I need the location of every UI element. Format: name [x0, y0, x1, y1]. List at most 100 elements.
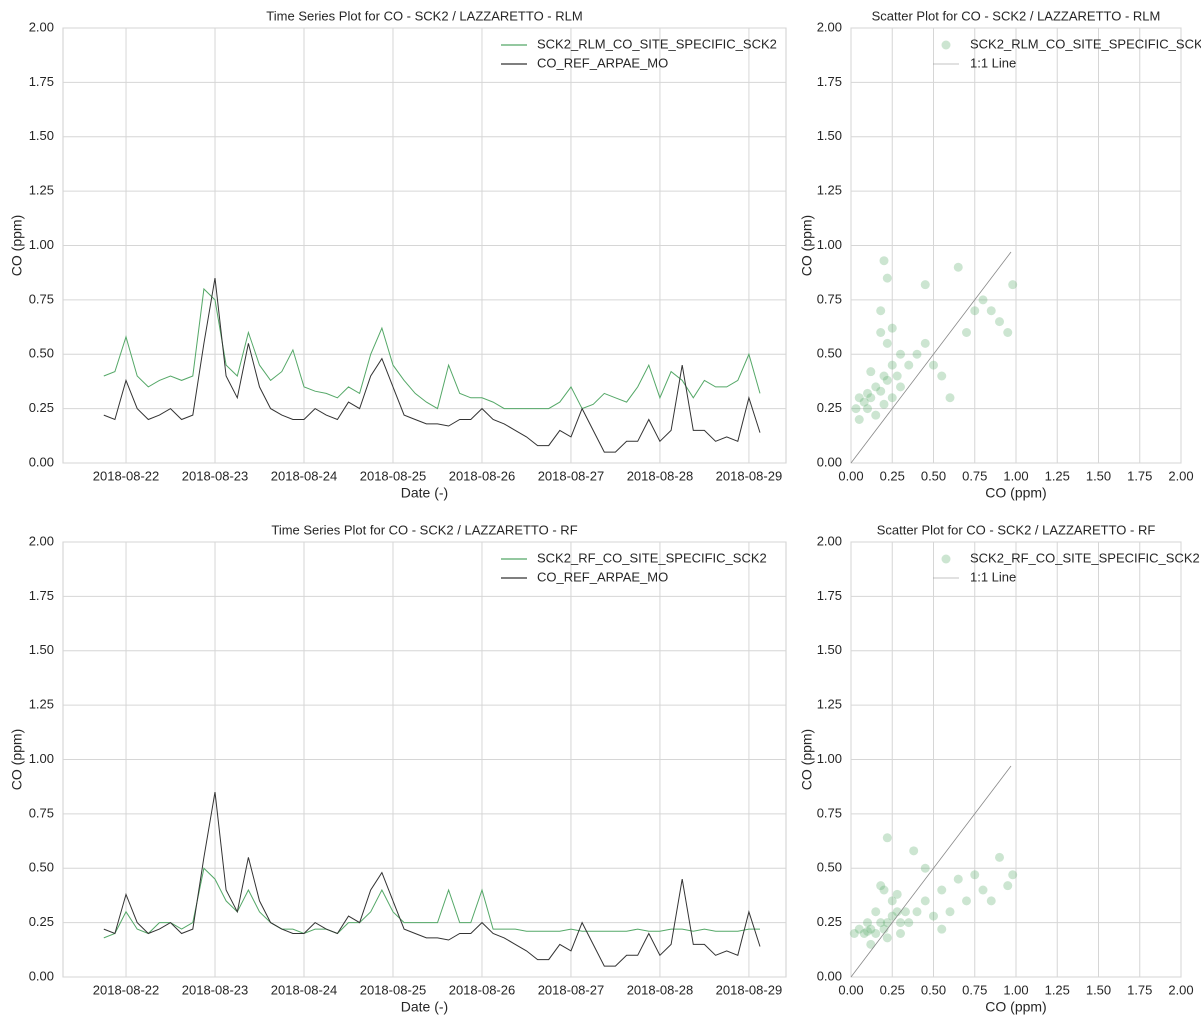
x-tick-label: 0.00: [838, 468, 863, 483]
scatter-point: [945, 907, 955, 917]
y-axis-label: CO (ppm): [799, 729, 815, 790]
x-tick-label: 2018-08-24: [271, 982, 338, 997]
x-tick-label: 2018-08-25: [360, 468, 427, 483]
identity-line: [850, 765, 1012, 978]
chart-title: Scatter Plot for CO - SCK2 / LAZZARETTO …: [872, 8, 1161, 23]
y-axis-label: CO (ppm): [799, 215, 815, 276]
scatter-point: [986, 896, 996, 906]
x-tick-label: 1.75: [1127, 468, 1152, 483]
scatter-point: [978, 885, 988, 895]
scatter-point: [1003, 328, 1013, 337]
legend-label: 1:1 Line: [970, 569, 1016, 584]
legend-label: SCK2_RF_CO_SITE_SPECIFIC_SCK2: [970, 550, 1200, 565]
scatter-point: [1008, 280, 1018, 290]
y-tick-label: 0.25: [29, 400, 54, 415]
y-tick-label: 0.75: [817, 291, 842, 306]
scatter-point: [887, 323, 897, 333]
legend-swatch: [941, 554, 951, 564]
y-tick-label: 1.00: [817, 751, 842, 766]
scatter-point: [876, 386, 886, 396]
x-tick-label: 2.00: [1168, 468, 1193, 483]
scatter-point: [929, 911, 938, 921]
y-tick-label: 1.50: [29, 128, 54, 143]
y-tick-label: 0.00: [817, 968, 842, 983]
scatter-point: [953, 874, 963, 884]
scatter-point: [929, 360, 938, 370]
scatter-point: [851, 404, 861, 414]
scatter-point: [920, 863, 930, 873]
scatter-point: [863, 404, 872, 414]
scatter-point: [882, 933, 892, 943]
scatter-point: [995, 317, 1004, 327]
y-tick-label: 1.50: [817, 128, 842, 143]
x-tick-label: 2018-08-22: [93, 468, 160, 483]
y-tick-label: 0.50: [29, 860, 54, 875]
scatter-point: [882, 273, 892, 283]
x-axis-label: Date (-): [401, 485, 448, 501]
y-tick-label: 1.75: [29, 74, 54, 89]
x-axis-label: CO (ppm): [985, 999, 1046, 1015]
scatter-point: [904, 918, 914, 928]
scatter-point: [896, 349, 905, 359]
scatter-point: [866, 939, 876, 949]
scatter-point: [882, 833, 892, 843]
y-tick-label: 0.00: [817, 454, 842, 469]
scatter-point: [912, 907, 922, 917]
x-tick-label: 1.75: [1127, 982, 1152, 997]
y-tick-label: 1.75: [29, 588, 54, 603]
scatter-point: [904, 360, 914, 370]
y-tick-label: 1.50: [817, 642, 842, 657]
x-tick-label: 2018-08-29: [716, 982, 783, 997]
scatter-point: [912, 349, 922, 359]
scatter-point: [866, 924, 876, 934]
y-tick-label: 1.75: [817, 74, 842, 89]
scatter-point: [953, 262, 963, 272]
scatter-point: [909, 846, 919, 856]
scatter-point: [945, 393, 955, 403]
y-tick-label: 1.50: [29, 642, 54, 657]
y-tick-label: 0.00: [29, 454, 54, 469]
x-tick-label: 2.00: [1168, 982, 1193, 997]
scatter-point: [887, 896, 897, 906]
scatter-point: [866, 367, 876, 377]
y-tick-label: 0.50: [29, 346, 54, 361]
y-tick-label: 1.75: [817, 588, 842, 603]
x-tick-label: 2018-08-28: [627, 982, 694, 997]
x-tick-label: 2018-08-28: [627, 468, 694, 483]
scatter-point: [970, 870, 980, 880]
scatter-point: [882, 338, 892, 348]
x-tick-label: 2018-08-29: [716, 468, 783, 483]
scatter-point: [876, 881, 886, 891]
scatter-point: [854, 924, 864, 934]
chart-title: Time Series Plot for CO - SCK2 / LAZZARE…: [271, 522, 577, 537]
scatter-point: [920, 280, 930, 290]
chart-title: Scatter Plot for CO - SCK2 / LAZZARETTO …: [877, 522, 1156, 537]
scatter-point: [859, 397, 869, 407]
scatter-point: [995, 852, 1004, 862]
scatter-point: [863, 926, 872, 936]
x-tick-label: 2018-08-27: [538, 982, 605, 997]
scatter-point: [1008, 870, 1018, 880]
scatter-point: [892, 889, 902, 899]
x-tick-label: 0.75: [962, 468, 987, 483]
y-tick-label: 0.00: [29, 968, 54, 983]
y-tick-label: 2.00: [817, 533, 842, 548]
scatter-point: [882, 375, 892, 385]
y-tick-label: 1.25: [817, 697, 842, 712]
series-line: [103, 867, 760, 939]
scatter-point: [854, 415, 864, 424]
y-tick-label: 2.00: [817, 19, 842, 34]
scatter-point: [892, 907, 902, 917]
series-line: [103, 278, 761, 453]
scatter-point: [962, 328, 971, 337]
scatter-point: [937, 924, 947, 934]
legend-label: CO_REF_ARPAE_MO: [537, 55, 668, 70]
scatter-point: [986, 306, 996, 316]
x-tick-label: 0.75: [962, 982, 987, 997]
y-tick-label: 1.25: [29, 183, 54, 198]
x-tick-label: 2018-08-23: [182, 982, 249, 997]
scatter-point: [937, 885, 947, 895]
scatter-point: [970, 306, 980, 316]
legend-label: CO_REF_ARPAE_MO: [537, 569, 668, 584]
scatter-point: [900, 907, 910, 917]
